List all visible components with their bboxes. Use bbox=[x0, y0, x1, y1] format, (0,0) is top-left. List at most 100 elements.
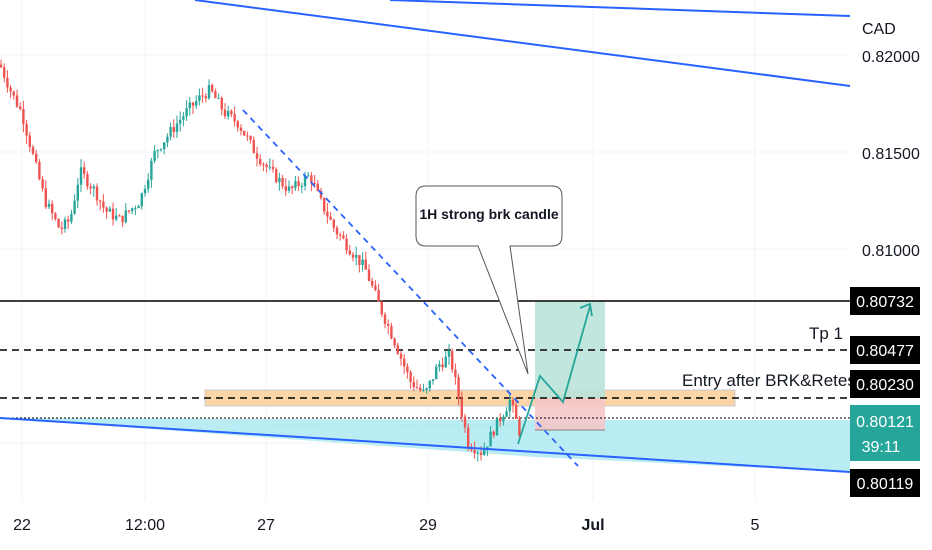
candle-body bbox=[195, 100, 198, 106]
x-tick: 5 bbox=[751, 517, 760, 534]
candle-body bbox=[515, 404, 518, 419]
candle-body bbox=[329, 216, 332, 220]
candle-body bbox=[127, 210, 131, 212]
price-tag-low: 0.80119 bbox=[857, 476, 914, 493]
candle-body bbox=[47, 203, 51, 207]
candle-body bbox=[137, 206, 140, 209]
candle-body bbox=[95, 186, 99, 201]
currency-label: CAD bbox=[862, 21, 896, 38]
price-tag-entry: 0.80230 bbox=[856, 377, 914, 394]
candle-body bbox=[105, 207, 108, 212]
candle-body bbox=[262, 164, 265, 166]
candle-body bbox=[89, 186, 92, 189]
candle-body bbox=[332, 219, 335, 228]
candle-body bbox=[198, 95, 201, 101]
candle-body bbox=[393, 338, 396, 346]
candle-body bbox=[22, 109, 25, 124]
candle-body bbox=[201, 95, 204, 97]
price-tag-bg bbox=[850, 336, 920, 364]
candle-body bbox=[499, 418, 502, 422]
candle-body bbox=[249, 136, 252, 140]
candle-body bbox=[246, 135, 249, 137]
candle-body bbox=[502, 416, 505, 422]
candle-body bbox=[150, 160, 153, 180]
candle-body bbox=[175, 123, 179, 133]
callout: 1H strong brk candle bbox=[415, 185, 563, 375]
candle-body bbox=[281, 177, 284, 187]
candle-body bbox=[252, 139, 255, 154]
candle-body bbox=[76, 184, 79, 201]
candle-body bbox=[271, 166, 275, 170]
candle-body bbox=[390, 325, 393, 339]
candle-body bbox=[172, 127, 175, 133]
candle-body bbox=[239, 127, 243, 131]
candle-body bbox=[313, 182, 316, 184]
upper-trendline-1 bbox=[194, 0, 851, 87]
candle-body bbox=[0, 64, 3, 68]
stop-box bbox=[535, 398, 605, 430]
candle-body bbox=[35, 153, 38, 163]
candle-body bbox=[371, 280, 374, 286]
candle-body bbox=[383, 314, 387, 324]
candle-body bbox=[457, 377, 460, 399]
candle-body bbox=[63, 219, 67, 229]
price-axis: CAD 0.82000 0.81500 0.81000 0.80732 0.80… bbox=[850, 21, 920, 497]
candle-body bbox=[111, 208, 115, 220]
candle-body bbox=[345, 238, 348, 251]
candle-body bbox=[511, 399, 515, 405]
candle-body bbox=[159, 149, 163, 151]
candle-body bbox=[470, 447, 473, 451]
candle-body bbox=[121, 215, 124, 223]
candle-body bbox=[294, 181, 297, 189]
candle-body bbox=[399, 353, 403, 359]
price-tag-bg bbox=[850, 287, 920, 315]
candle-body bbox=[287, 186, 291, 191]
candle-body bbox=[441, 364, 444, 368]
candle-body bbox=[415, 387, 419, 389]
y-tick: 0.81500 bbox=[862, 146, 920, 163]
candle-body bbox=[473, 450, 476, 454]
candle-body bbox=[339, 234, 342, 236]
candle-body bbox=[291, 186, 294, 189]
candle-body bbox=[483, 449, 486, 456]
candle-body bbox=[422, 389, 425, 391]
candle-body bbox=[214, 91, 217, 98]
candle-body bbox=[70, 213, 73, 222]
candle-body bbox=[367, 269, 371, 281]
price-tag-bg bbox=[850, 370, 920, 398]
candle-body bbox=[227, 110, 230, 117]
candle-body bbox=[348, 250, 351, 255]
price-tag-bg bbox=[850, 469, 920, 497]
candle-body bbox=[67, 219, 70, 222]
candle-body bbox=[38, 162, 41, 180]
x-tick: 12:00 bbox=[125, 517, 165, 534]
x-tick: 27 bbox=[257, 517, 275, 534]
candle-body bbox=[275, 169, 278, 183]
candle-body bbox=[303, 176, 307, 187]
candle-body bbox=[361, 259, 364, 266]
candle-body bbox=[255, 153, 259, 159]
candle-body bbox=[300, 186, 303, 188]
candle-body bbox=[153, 150, 156, 161]
candle-body bbox=[297, 181, 300, 187]
candle-body bbox=[476, 452, 479, 454]
candle-body bbox=[182, 116, 185, 120]
candle-body bbox=[51, 203, 54, 214]
projected-arrowhead bbox=[579, 302, 593, 317]
y-tick: 0.81000 bbox=[862, 243, 920, 260]
candle-body bbox=[73, 200, 76, 214]
candle-body bbox=[355, 255, 358, 258]
candle-body bbox=[204, 96, 207, 99]
candle-body bbox=[431, 379, 435, 381]
candle-body bbox=[223, 109, 227, 117]
candle-body bbox=[102, 201, 105, 208]
candle-body bbox=[447, 351, 451, 357]
candle-body bbox=[492, 431, 495, 436]
candle-body bbox=[243, 130, 246, 136]
candle-body bbox=[387, 323, 390, 326]
candle-body bbox=[460, 398, 463, 417]
candle-body bbox=[377, 290, 380, 302]
candle-body bbox=[268, 166, 271, 168]
candle-body bbox=[236, 121, 239, 128]
